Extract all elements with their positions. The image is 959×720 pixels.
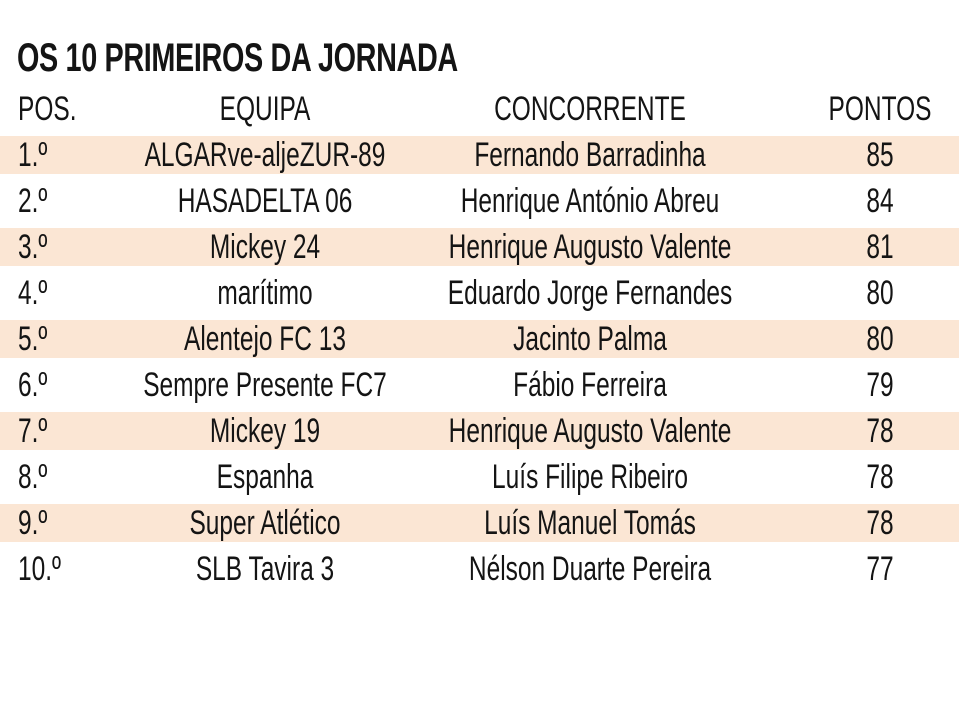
table-row: 9.º Super Atlético Luís Manuel Tomás 78 <box>0 504 959 542</box>
table-row: 5.º Alentejo FC 13 Jacinto Palma 80 <box>0 320 959 358</box>
row-pos: 10.º <box>18 550 61 588</box>
table-row: 4.º marítimo Eduardo Jorge Fernandes 80 <box>18 274 894 312</box>
table-row: 8.º Espanha Luís Filipe Ribeiro 78 <box>18 458 894 496</box>
table-row: 7.º Mickey 19 Henrique Augusto Valente 78 <box>0 412 959 450</box>
row-pos: 3.º <box>18 228 48 266</box>
row-pos: 2.º <box>18 182 48 220</box>
table-row: 1.º ALGARve-aljeZUR-89 Fernando Barradinha… <box>0 136 959 174</box>
row-pos: 7.º <box>18 412 48 450</box>
row-pos: 9.º <box>18 504 48 542</box>
table-header: POS. EQUIPA CONCORRENTE PONTOS <box>18 90 932 128</box>
table-row: 2.º HASADELTA 06 Henrique António Abreu 84 <box>18 182 894 220</box>
row-pos: 5.º <box>18 320 48 358</box>
row-pos: 8.º <box>18 458 48 496</box>
page-title: OS 10 PRIMEIROS DA JORNADA <box>17 36 458 80</box>
row-pos: 1.º <box>18 136 48 174</box>
row-pos: 4.º <box>18 274 48 312</box>
header-pos: POS. <box>18 90 77 128</box>
table-row: 6.º Sempre Presente FC7 Fábio Ferreira 79 <box>18 366 894 404</box>
table-row: 10.º SLB Tavira 3 Nélson Duarte Pereira 77 <box>18 550 894 588</box>
table-row: 3.º Mickey 24 Henrique Augusto Valente 81 <box>0 228 959 266</box>
row-pos: 6.º <box>18 366 48 404</box>
